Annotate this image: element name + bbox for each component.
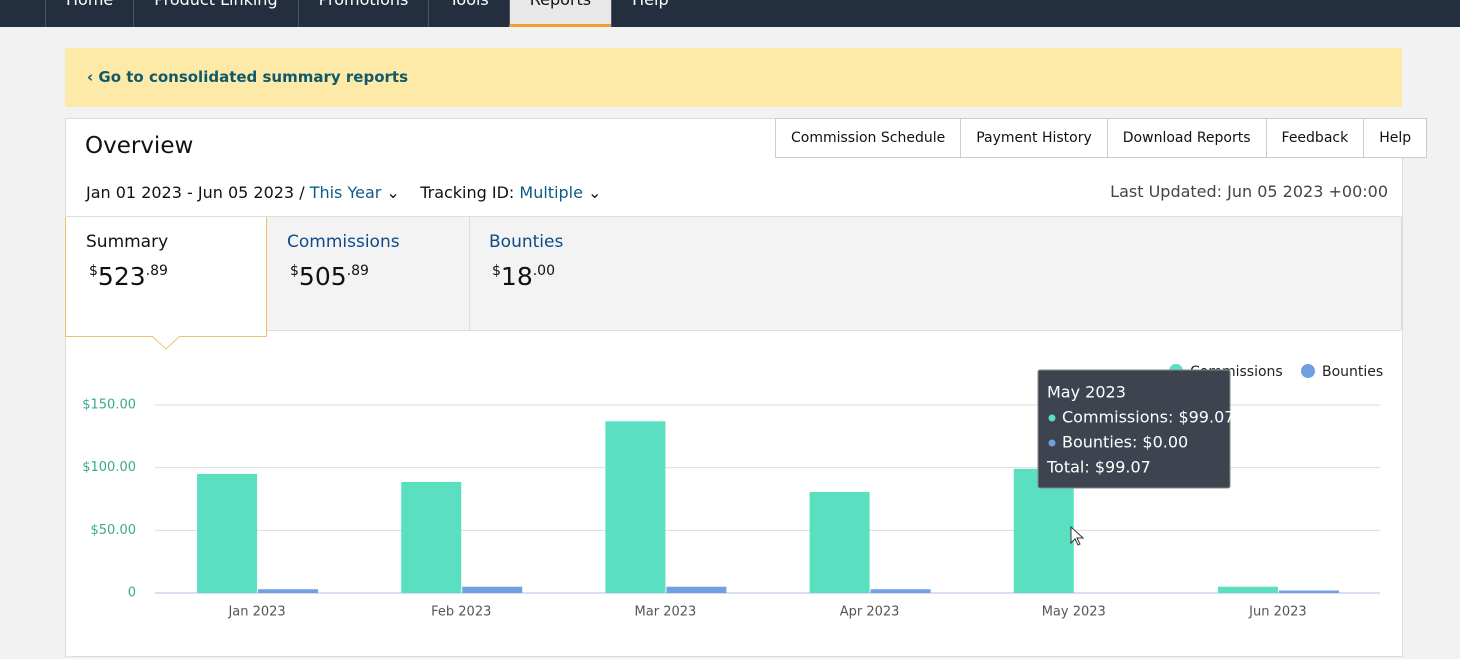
x-tick-label: Jan 2023 [227, 605, 285, 620]
tab-label: Summary [86, 232, 169, 252]
tooltip [1037, 369, 1231, 489]
bar [809, 491, 870, 593]
y-tick-label: $50.00 [91, 523, 137, 538]
amount-cents: .00 [532, 263, 555, 279]
bar [197, 473, 258, 593]
nav-item[interactable]: Reports [508, 0, 612, 27]
bar [462, 586, 523, 593]
filters: Jan 01 2023 - Jun 05 2023 / This Year ⌄ … [86, 183, 602, 202]
bar [258, 589, 319, 593]
period[interactable]: This Year [309, 183, 382, 202]
tooltip-total: Total: $99.07 [1046, 458, 1151, 477]
banner: ‹ Go to consolidated summary reports [65, 48, 1402, 107]
bar [1278, 590, 1339, 593]
nav-item[interactable]: Product Linking [133, 0, 297, 27]
tracking-label: Tracking ID: [420, 183, 515, 202]
x-tick-label: Jun 2023 [1248, 605, 1307, 620]
tabs: Summary $523.89 Commissions $505.89 Bounties… [65, 216, 1402, 337]
tab-amount: $18.00 [492, 262, 555, 291]
y-tick-label: 0 [128, 586, 136, 601]
tab[interactable]: Commissions $505.89 [267, 217, 470, 330]
bar [401, 481, 462, 593]
header-button[interactable]: Feedback [1265, 119, 1364, 157]
cursor [1070, 525, 1085, 546]
header-button[interactable]: Download Reports [1106, 119, 1266, 157]
header-button[interactable]: Commission Schedule [791, 130, 946, 146]
amount-whole: 18 [500, 262, 533, 291]
tooltip-line: Bounties: $0.00 [1062, 433, 1188, 452]
legend-label: Bounties [1322, 364, 1383, 380]
currency: $ [290, 263, 299, 279]
summary-link[interactable]: ‹ Go to consolidated summary reports [87, 68, 408, 86]
tooltip-dot [1048, 414, 1056, 422]
nav-bar: HomeProduct LinkingPromotionsToolsReport… [0, 0, 1460, 27]
last-updated: Last Updated: Jun 05 2023 +00:00 [1110, 182, 1388, 201]
x-tick-label: Feb 2023 [431, 605, 491, 620]
y-tick-label: $150.00 [82, 398, 136, 413]
header-button[interactable]: Payment History [960, 119, 1107, 157]
amount-cents: .89 [145, 263, 168, 279]
tab-amount: $505.89 [290, 262, 369, 291]
tooltip-line: Commissions: $99.07 [1062, 408, 1234, 427]
bar [605, 421, 666, 593]
tab-caret [151, 335, 181, 350]
nav-item[interactable]: Tools [428, 0, 508, 27]
currency: $ [492, 263, 501, 279]
button-group: Commission Schedule Payment History Downlo… [775, 118, 1428, 158]
tab-label: Bounties [489, 232, 564, 252]
x-tick-label: Apr 2023 [840, 605, 900, 620]
title: Overview [85, 133, 194, 159]
x-tick-label: Mar 2023 [635, 605, 697, 620]
nav-item[interactable]: Help [611, 0, 688, 27]
date-range: Jan 01 2023 - Jun 05 2023 / [86, 183, 305, 202]
tracking-value[interactable]: Multiple [519, 183, 583, 202]
tab[interactable]: Summary $523.89 [65, 217, 267, 337]
amount-whole: 505 [298, 262, 347, 291]
tab-amount: $523.89 [89, 262, 168, 291]
nav-item[interactable]: Promotions [297, 0, 429, 27]
amount-cents: .89 [346, 263, 369, 279]
amount-whole: 523 [97, 262, 146, 291]
header-button[interactable]: Help [1363, 119, 1426, 157]
bar [1013, 468, 1074, 593]
bar [666, 586, 727, 593]
legend-marker [1301, 364, 1315, 378]
tooltip-dot [1048, 439, 1056, 447]
bar [870, 589, 931, 593]
nav-item[interactable]: Home [45, 0, 133, 27]
currency: $ [89, 263, 98, 279]
tab[interactable]: Bounties $18.00 [469, 217, 1402, 330]
tab-label: Commissions [287, 232, 400, 252]
bar [1217, 586, 1278, 593]
y-tick-label: $100.00 [82, 460, 136, 475]
tooltip-title: May 2023 [1047, 383, 1126, 402]
x-tick-label: May 2023 [1042, 605, 1106, 620]
